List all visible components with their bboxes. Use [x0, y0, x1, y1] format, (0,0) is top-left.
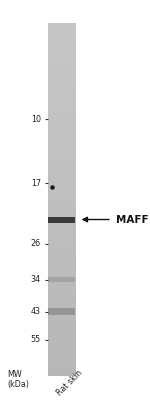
Bar [48, 216, 75, 222]
Text: MAFF: MAFF [116, 214, 148, 224]
Bar [48, 308, 75, 315]
Bar [48, 277, 75, 282]
Text: MW
(kDa): MW (kDa) [8, 370, 30, 389]
Text: 43: 43 [31, 307, 41, 316]
Text: 17: 17 [31, 179, 41, 188]
Text: 10: 10 [31, 115, 41, 124]
Text: 26: 26 [31, 239, 41, 248]
Text: Rat skin: Rat skin [55, 368, 84, 398]
Text: 34: 34 [31, 275, 41, 284]
Text: 55: 55 [31, 335, 41, 344]
